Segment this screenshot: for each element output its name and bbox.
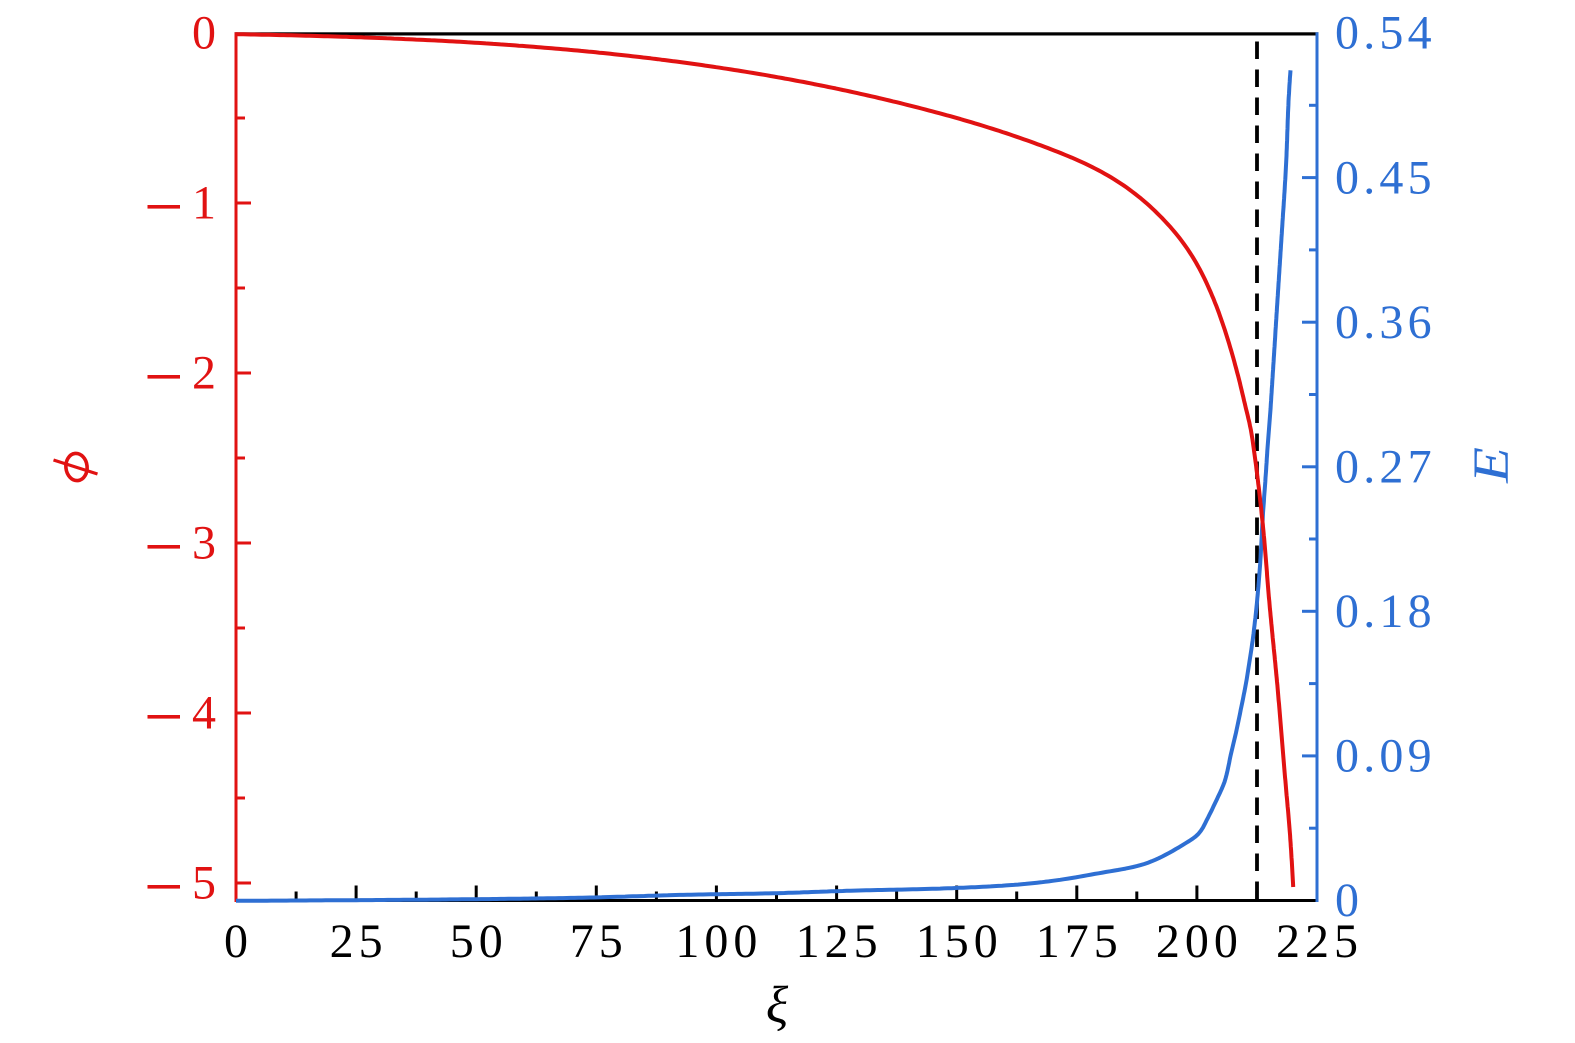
svg-text:200: 200 bbox=[1156, 915, 1243, 968]
svg-text:175: 175 bbox=[1036, 915, 1123, 968]
svg-text:0: 0 bbox=[224, 915, 248, 968]
svg-text:225: 225 bbox=[1276, 915, 1363, 968]
svg-text:25: 25 bbox=[330, 915, 388, 968]
svg-text:1: 1 bbox=[192, 177, 216, 230]
svg-text:0.09: 0.09 bbox=[1335, 730, 1436, 783]
svg-text:0.45: 0.45 bbox=[1335, 151, 1436, 204]
svg-text:0: 0 bbox=[192, 7, 216, 60]
svg-text:5: 5 bbox=[192, 857, 216, 910]
svg-text:0: 0 bbox=[1335, 874, 1359, 927]
svg-text:4: 4 bbox=[192, 687, 216, 740]
svg-text:50: 50 bbox=[450, 915, 508, 968]
svg-text:75: 75 bbox=[570, 915, 628, 968]
svg-text:0.18: 0.18 bbox=[1335, 585, 1436, 638]
svg-text:E: E bbox=[1463, 447, 1519, 484]
svg-text:150: 150 bbox=[916, 915, 1003, 968]
svg-text:3: 3 bbox=[192, 517, 216, 570]
svg-text:0.54: 0.54 bbox=[1335, 7, 1436, 60]
svg-text:ξ: ξ bbox=[766, 977, 789, 1034]
svg-text:0.27: 0.27 bbox=[1335, 440, 1436, 493]
svg-text:100: 100 bbox=[675, 915, 762, 968]
svg-text:125: 125 bbox=[796, 915, 883, 968]
svg-text:2: 2 bbox=[192, 347, 216, 400]
svg-text:0.36: 0.36 bbox=[1335, 296, 1436, 349]
